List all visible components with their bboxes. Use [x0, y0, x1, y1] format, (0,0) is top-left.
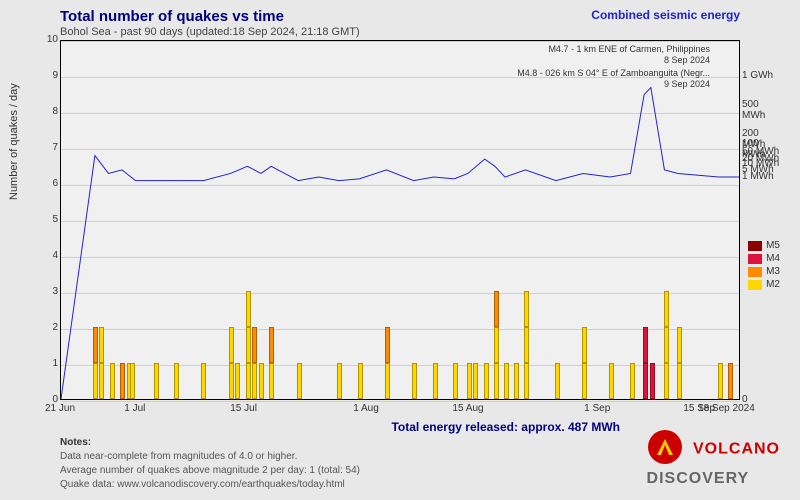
logo-text-discovery: DISCOVERY	[647, 470, 750, 487]
legend-swatch	[748, 241, 762, 251]
ytick-left: 4	[44, 250, 58, 261]
annotation: M4.7 - 1 km ENE of Carmen, Philippines8 …	[548, 44, 710, 66]
chart-title: Total number of quakes vs time	[60, 8, 284, 25]
legend-label: M3	[766, 266, 780, 277]
notes-line1: Data near-complete from magnitudes of 4.…	[60, 450, 360, 464]
legend: M5 M4 M3 M2	[748, 240, 780, 292]
ytick-right: 500 MWh	[742, 99, 782, 121]
gridline	[61, 401, 739, 402]
legend-swatch	[748, 280, 762, 290]
ytick-left: 9	[44, 70, 58, 81]
legend-item: M3	[748, 266, 780, 277]
volcano-icon	[647, 429, 683, 470]
legend-item: M5	[748, 240, 780, 251]
notes-line3: Quake data: www.volcanodiscovery.com/ear…	[60, 478, 360, 492]
plot-area	[60, 40, 740, 400]
ytick-left: 3	[44, 286, 58, 297]
legend-item: M4	[748, 253, 780, 264]
ytick-left: 8	[44, 106, 58, 117]
ytick-left: 10	[44, 34, 58, 45]
legend-label: M5	[766, 240, 780, 251]
xtick: 15 Aug	[452, 403, 483, 414]
y-axis-label-left: Number of quakes / day	[8, 83, 20, 200]
ytick-right: 1 GWh	[742, 70, 782, 81]
ytick-left: 7	[44, 142, 58, 153]
legend-swatch	[748, 267, 762, 277]
legend-label: M4	[766, 253, 780, 264]
ytick-right: 200 MWh	[742, 128, 782, 150]
ytick-left: 6	[44, 178, 58, 189]
notes-title: Notes:	[60, 436, 360, 450]
xtick: 18 Sep 2024	[698, 403, 755, 414]
chart-container: Total number of quakes vs time Bohol Sea…	[0, 0, 800, 500]
xtick: 1 Aug	[353, 403, 379, 414]
annotation: M4.8 - 026 km S 04° E of Zamboanguita (N…	[517, 68, 710, 90]
xtick: 15 Jul	[230, 403, 257, 414]
legend-swatch	[748, 254, 762, 264]
total-energy: Total energy released: approx. 487 MWh	[391, 420, 620, 434]
xtick: 1 Jul	[124, 403, 145, 414]
notes: Notes: Data near-complete from magnitude…	[60, 436, 360, 492]
xtick: 1 Sep	[584, 403, 610, 414]
ytick-left: 5	[44, 214, 58, 225]
logo-text-volcano: VOLCANO	[693, 441, 780, 458]
logo: VOLCANO DISCOVERY	[647, 429, 780, 488]
right-axis-title: Combined seismic energy	[591, 8, 740, 22]
legend-item: M2	[748, 279, 780, 290]
energy-line	[61, 41, 739, 399]
xtick: 21 Jun	[45, 403, 75, 414]
notes-line2: Average number of quakes above magnitude…	[60, 464, 360, 478]
legend-label: M2	[766, 279, 780, 290]
ytick-left: 2	[44, 322, 58, 333]
chart-subtitle: Bohol Sea - past 90 days (updated:18 Sep…	[60, 26, 360, 38]
ytick-left: 1	[44, 358, 58, 369]
